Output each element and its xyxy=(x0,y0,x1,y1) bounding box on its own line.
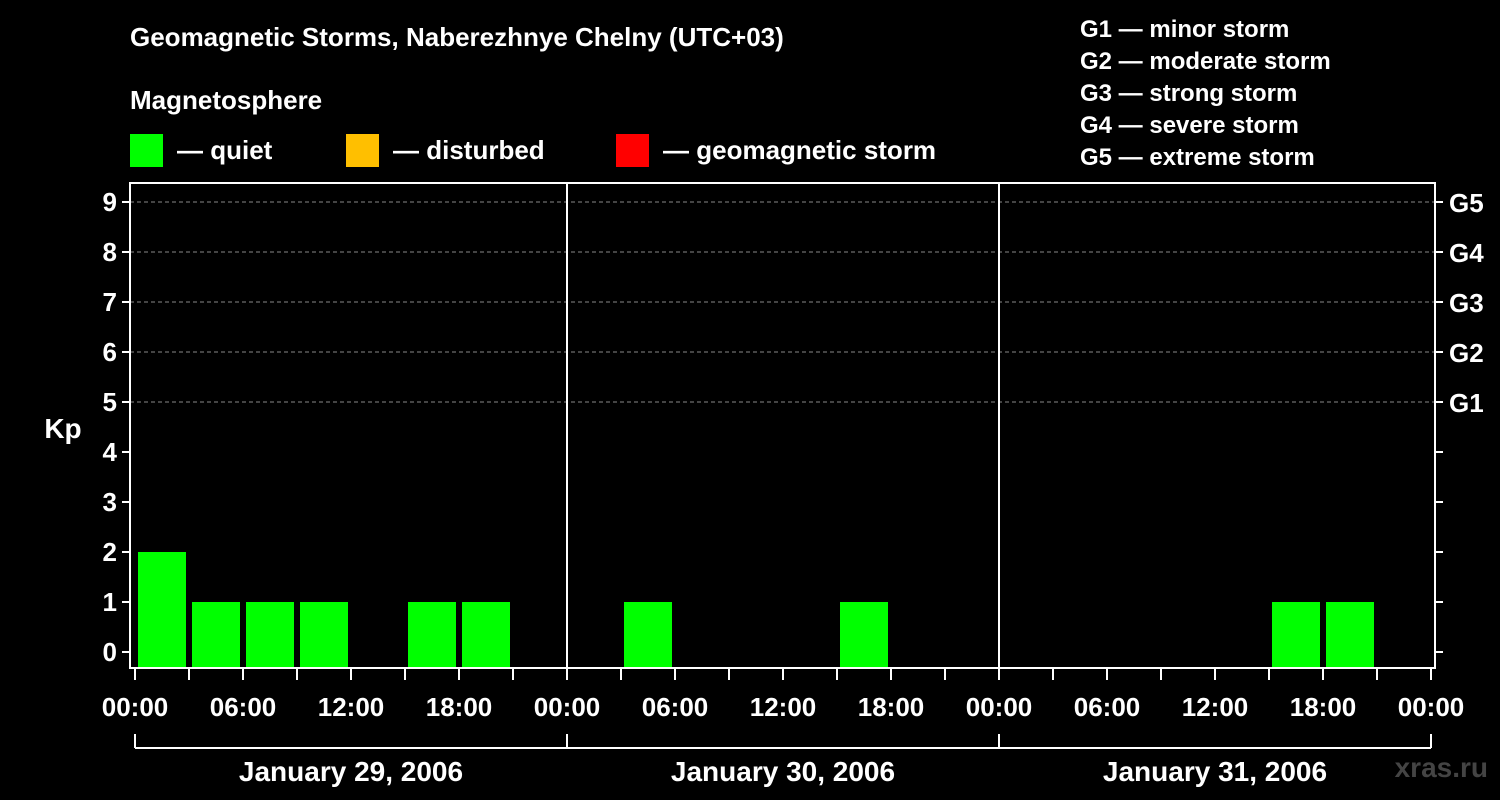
g-scale-label: G5 xyxy=(1449,188,1484,218)
bar-kp-22 xyxy=(1326,602,1374,668)
legend-storm-label: — geomagnetic storm xyxy=(663,134,937,165)
y-tick-label: 4 xyxy=(103,437,118,467)
x-tick-label: 00:00 xyxy=(1398,692,1465,722)
legend-disturbed-label: — disturbed xyxy=(393,134,545,165)
bar-kp-3 xyxy=(300,602,348,668)
disturbed-swatch xyxy=(346,133,379,167)
g2-description: G2 — moderate storm xyxy=(1080,48,1331,75)
x-tick-label: 00:00 xyxy=(102,692,169,722)
x-tick-label: 00:00 xyxy=(966,692,1033,722)
bar-kp-21 xyxy=(1272,602,1320,668)
y-tick-label: 9 xyxy=(103,187,117,217)
y-tick-label: 3 xyxy=(103,487,117,517)
x-tick-label: 18:00 xyxy=(426,692,493,722)
chart-title: Geomagnetic Storms, Naberezhnye Chelny (… xyxy=(130,22,784,52)
day-label: January 31, 2006 xyxy=(1103,756,1327,787)
bar-kp-9 xyxy=(624,602,672,668)
y-tick-label: 2 xyxy=(103,537,117,567)
g-scale-label: G3 xyxy=(1449,288,1484,318)
g-scale-label: G1 xyxy=(1449,388,1484,418)
y-axis-title: Kp xyxy=(44,413,81,444)
legend-quiet: — quiet xyxy=(130,133,272,167)
bar-kp-2 xyxy=(246,602,294,668)
legend-quiet-label: — quiet xyxy=(177,134,273,165)
y-tick-label: 8 xyxy=(103,237,117,267)
g3-description: G3 — strong storm xyxy=(1080,80,1298,107)
x-tick-label: 06:00 xyxy=(642,692,709,722)
bar-kp-13 xyxy=(840,602,888,668)
storm-swatch xyxy=(616,133,649,167)
x-tick-label: 00:00 xyxy=(534,692,601,722)
g1-description: G1 — minor storm xyxy=(1080,16,1290,43)
g-scale-legend: G1 — minor storm G2 — moderate storm G3 … xyxy=(1080,14,1331,174)
quiet-swatch xyxy=(130,133,163,167)
plot-frame xyxy=(129,182,1436,669)
legend-storm: — geomagnetic storm xyxy=(616,133,936,167)
g5-description: G5 — extreme storm xyxy=(1080,144,1315,171)
x-tick-label: 06:00 xyxy=(210,692,277,722)
bar-kp-1 xyxy=(192,602,240,668)
bar-kp-6 xyxy=(462,602,510,668)
g-scale-label: G2 xyxy=(1449,338,1484,368)
g4-description: G4 — severe storm xyxy=(1080,112,1299,139)
y-tick-label: 7 xyxy=(103,287,117,317)
day-label: January 30, 2006 xyxy=(671,756,895,787)
x-tick-label: 12:00 xyxy=(750,692,817,722)
y-tick-label: 5 xyxy=(103,387,117,417)
g-scale-label: G4 xyxy=(1449,238,1484,268)
magnetosphere-label: Magnetosphere xyxy=(130,85,323,115)
watermark: xras.ru xyxy=(1394,752,1488,783)
x-tick-label: 18:00 xyxy=(858,692,925,722)
x-tick-label: 18:00 xyxy=(1290,692,1357,722)
bar-kp-5 xyxy=(408,602,456,668)
legend-disturbed: — disturbed xyxy=(346,133,545,167)
day-label: January 29, 2006 xyxy=(239,756,463,787)
x-tick-label: 12:00 xyxy=(318,692,385,722)
x-tick-label: 12:00 xyxy=(1182,692,1249,722)
y-tick-label: 6 xyxy=(103,337,117,367)
y-tick-label: 0 xyxy=(103,637,117,667)
x-tick-label: 06:00 xyxy=(1074,692,1141,722)
bar-kp-0 xyxy=(138,552,186,668)
y-tick-label: 1 xyxy=(103,587,117,617)
